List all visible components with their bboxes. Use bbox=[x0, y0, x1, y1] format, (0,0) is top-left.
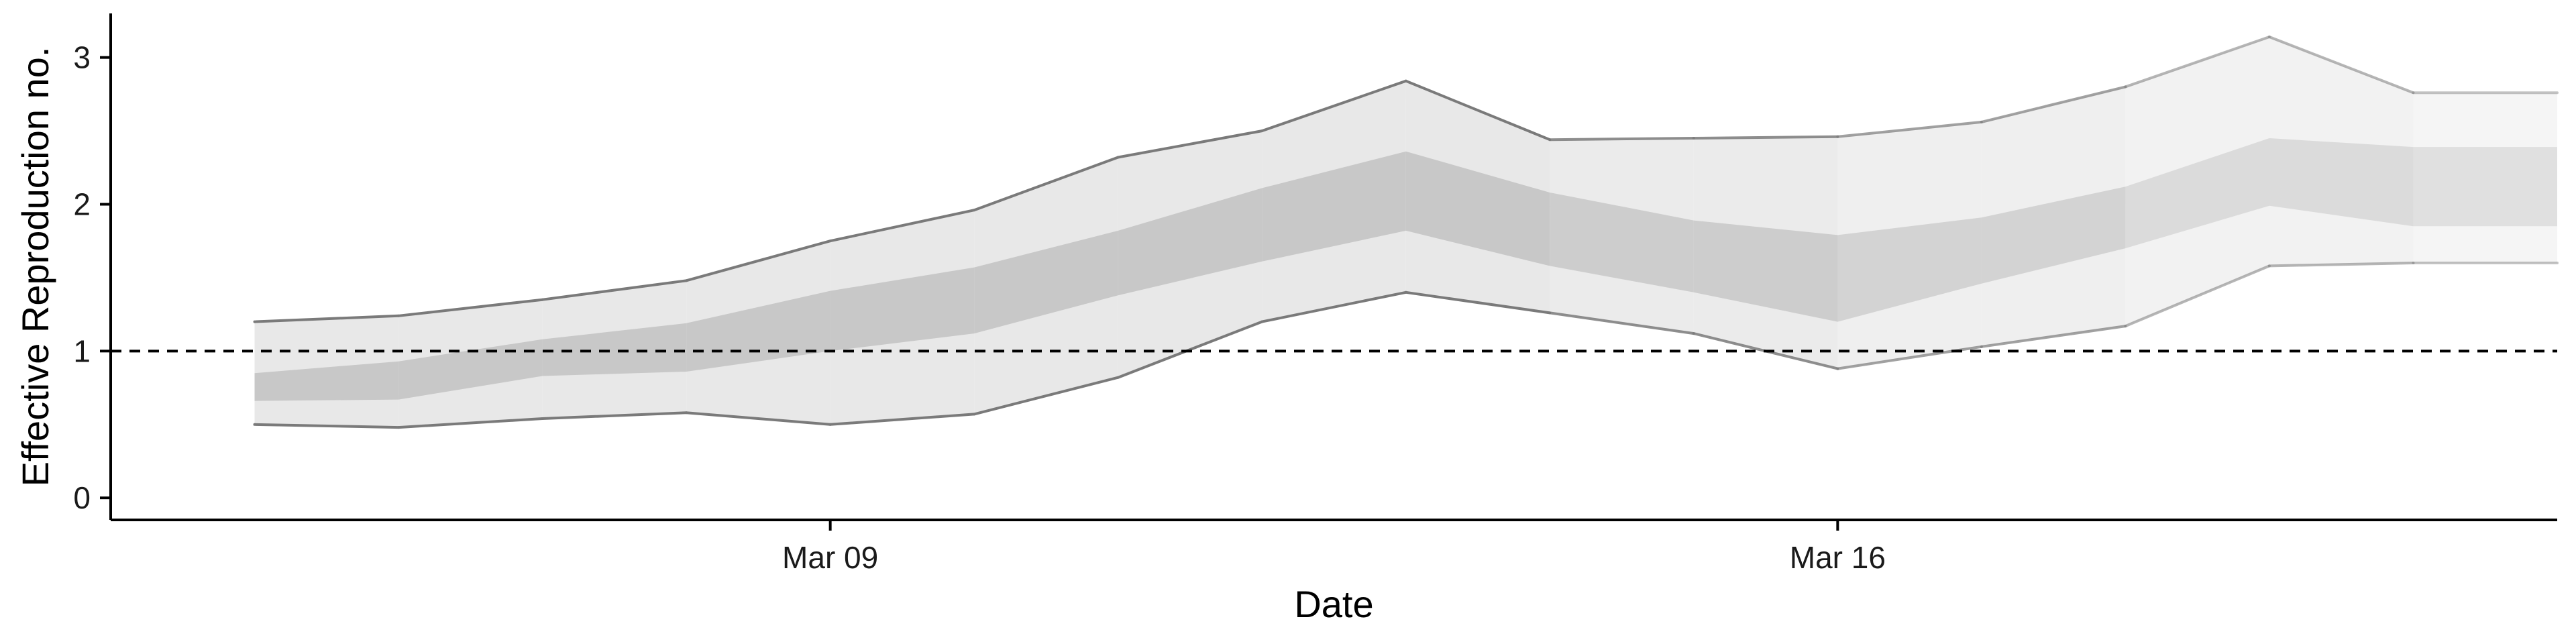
inner-band-segment-2020-03-14 bbox=[1550, 193, 1694, 292]
inner-band-segment-2020-03-11 bbox=[1118, 188, 1263, 296]
y-axis-title: Effective Reproduction no. bbox=[14, 47, 56, 487]
lower-bound-line-segment-2020-03-10 bbox=[973, 376, 1120, 416]
inner-band-segment-2020-03-10 bbox=[974, 230, 1118, 334]
upper-bound-line-segment-2020-03-06 bbox=[397, 298, 544, 317]
inner-band-segment-2020-03-15 bbox=[1693, 220, 1838, 322]
y-tick-label-2: 2 bbox=[73, 186, 91, 221]
outer-band-segment-2020-03-20 bbox=[2413, 93, 2557, 263]
upper-bound-line-segment-2020-03-09 bbox=[828, 209, 976, 243]
upper-bound-line-segment-2020-03-10 bbox=[973, 156, 1120, 212]
lower-bound-line-segment-2020-03-17 bbox=[1980, 325, 2127, 348]
inner-band-segment-2020-03-05 bbox=[254, 361, 399, 401]
inner-band-segment-2020-03-16 bbox=[1837, 217, 1982, 322]
upper-bound-line-segment-2020-03-11 bbox=[1116, 129, 1264, 159]
x-tick-label-1: Mar 16 bbox=[1790, 540, 1886, 575]
inner-band-segment-2020-03-13 bbox=[1405, 151, 1550, 266]
x-tick-label-0: Mar 09 bbox=[782, 540, 878, 575]
y-axis-ticks: 0 1 2 3 bbox=[73, 40, 111, 515]
inner-band-segment-2020-03-12 bbox=[1262, 151, 1406, 262]
ribbon-bands bbox=[254, 37, 2557, 428]
y-tick-label-0: 0 bbox=[73, 480, 91, 515]
inner-band-segment-2020-03-17 bbox=[1981, 186, 2126, 284]
lower-bound-line-segment-2020-03-12 bbox=[1260, 290, 1407, 323]
lower-bound-line-segment-2020-03-13 bbox=[1404, 290, 1552, 315]
upper-bound-line-segment-2020-03-05 bbox=[253, 314, 400, 323]
inner-band-segment-2020-03-19 bbox=[2269, 138, 2414, 227]
lower-bound-line-segment-2020-03-09 bbox=[828, 413, 976, 426]
upper-bound-line-segment-2020-03-19 bbox=[2267, 36, 2415, 95]
inner-band-segment-2020-03-18 bbox=[2125, 138, 2269, 249]
upper-bound-line-segment-2020-03-15 bbox=[1692, 135, 1839, 140]
y-tick-label-3: 3 bbox=[73, 40, 91, 75]
upper-bound-line-segment-2020-03-16 bbox=[1836, 120, 1983, 138]
inner-band-segment-2020-03-07 bbox=[542, 323, 687, 376]
upper-bound-line-segment-2020-03-14 bbox=[1548, 137, 1695, 142]
upper-bound-line-segment-2020-03-17 bbox=[1980, 85, 2127, 123]
lower-bound-line-segment-2020-03-05 bbox=[253, 423, 400, 429]
upper-bound-line-segment-2020-03-08 bbox=[685, 239, 832, 282]
upper-bound-line-segment-2020-03-07 bbox=[541, 279, 688, 301]
y-tick-label-1: 1 bbox=[73, 333, 91, 368]
lower-bound-line-segment-2020-03-11 bbox=[1116, 320, 1264, 379]
upper-bound-line-segment-2020-03-18 bbox=[2124, 36, 2271, 89]
lower-bound-line-segment-2020-03-19 bbox=[2267, 262, 2415, 268]
lower-bound-line-segment-2020-03-07 bbox=[541, 411, 688, 420]
lower-bound-line-segment-2020-03-18 bbox=[2124, 264, 2271, 328]
lower-bound-line-segment-2020-03-14 bbox=[1548, 311, 1695, 335]
x-axis-title: Date bbox=[1294, 583, 1373, 625]
upper-bound-line-segment-2020-03-13 bbox=[1404, 79, 1552, 142]
inner-band-segment-2020-03-09 bbox=[830, 267, 975, 352]
lower-bound-line-segment-2020-03-08 bbox=[685, 411, 832, 426]
lower-bound-line-segment-2020-03-06 bbox=[397, 417, 544, 429]
x-axis-ticks: Mar 09 Mar 16 bbox=[782, 520, 1886, 575]
inner-band-segment-2020-03-20 bbox=[2413, 147, 2557, 227]
inner-band-segment-2020-03-06 bbox=[398, 339, 543, 400]
upper-bound-line-segment-2020-03-12 bbox=[1260, 79, 1407, 133]
